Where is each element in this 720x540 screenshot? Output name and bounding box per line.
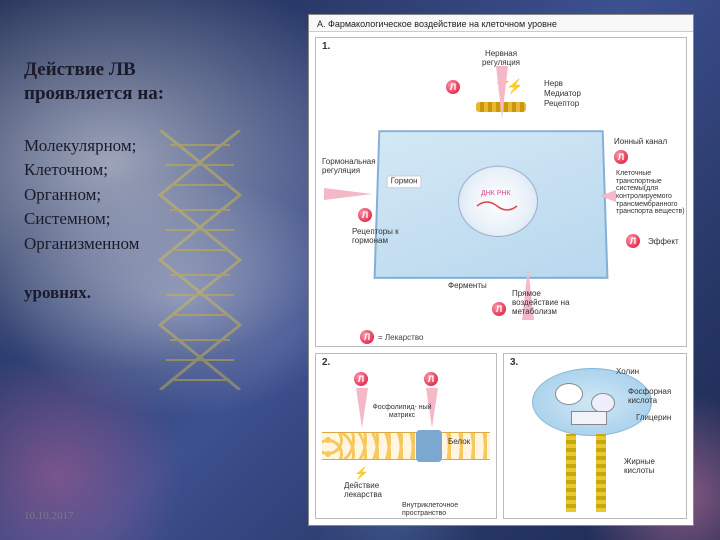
glycerin-shape	[571, 411, 607, 425]
drug-legend: Л = Лекарство	[360, 330, 423, 344]
phos-shape	[591, 393, 615, 413]
slide-title: Действие ЛВ проявляется на:	[24, 58, 294, 106]
lbl-protein: Белок	[448, 438, 470, 447]
diagram-figure: А. Фармакологическое воздействие на клет…	[308, 14, 694, 526]
nucleus: ДНК РНК	[458, 166, 539, 237]
fatty-strand	[566, 434, 576, 512]
title-line1: Действие ЛВ	[24, 59, 136, 80]
lbl-enzymes: Ферменты	[448, 282, 487, 291]
dna-squiggle	[459, 167, 540, 238]
slide-date: 10.10.2017	[24, 510, 74, 522]
drug-marker: Л	[492, 302, 506, 316]
title-line2: проявляется на:	[24, 83, 164, 104]
drug-marker: Л	[446, 80, 460, 94]
panel-number: 3.	[510, 357, 518, 368]
drug-marker: Л	[358, 208, 372, 222]
list-item: Клеточном;	[24, 158, 294, 183]
lbl-nerve-reg: Нервная регуляция	[466, 50, 536, 68]
lbl-phospholipid: Фосфолипид- ный матрикс	[372, 404, 432, 419]
lbl-nerve: Нерв	[544, 80, 563, 89]
lbl-ion-channel: Ионный канал	[614, 138, 667, 147]
fatty-strand	[596, 434, 606, 512]
lbl-direct: Прямое воздействие на метаболизм	[512, 290, 576, 316]
arrow-down	[496, 66, 508, 118]
arrow-right	[324, 188, 372, 200]
levels-label: уровнях.	[24, 283, 294, 303]
list-item: Молекулярном;	[24, 134, 294, 159]
panel-number: 2.	[322, 357, 330, 368]
list-item: Системном;	[24, 207, 294, 232]
lbl-glycerin: Глицерин	[636, 414, 671, 423]
diagram-header: А. Фармакологическое воздействие на клет…	[309, 15, 693, 32]
membrane-protein	[416, 430, 442, 462]
drug-marker: Л	[424, 372, 438, 386]
lbl-receptor: Рецептор	[544, 100, 579, 109]
lbl-hormone: Гормон	[386, 175, 421, 188]
panel-2: 2. Л Л Фосфолипид- ный матрикс Белок ⚡ Д…	[315, 353, 497, 519]
lbl-transport: Клеточные транспортные системы(для контр…	[616, 170, 686, 216]
arrow-down	[356, 388, 368, 428]
drug-marker: Л	[614, 150, 628, 164]
bolt-icon: ⚡	[506, 78, 523, 95]
text-content: Действие ЛВ проявляется на: Молекулярном…	[24, 58, 294, 303]
lbl-phos-acid: Фосфорная кислота	[628, 388, 678, 406]
legend-text: = Лекарство	[378, 333, 423, 342]
cell-box: ДНК РНК Гормон	[374, 130, 609, 279]
drug-marker: Л	[360, 330, 374, 344]
panel-1: 1. Нервная регуляция Л ⚡ ⚡ Нерв Медиатор…	[315, 37, 687, 347]
lbl-drug-action: Действие лекарства	[344, 482, 394, 500]
lbl-fatty: Жирные кислоты	[624, 458, 674, 476]
panel-3: 3. Холин Фосфорная кислота Глицерин Жирн…	[503, 353, 687, 519]
lbl-mediator: Медиатор	[544, 90, 581, 99]
lbl-effect: Эффект	[648, 238, 679, 247]
lbl-choline: Холин	[616, 368, 639, 377]
bolt-icon: ⚡	[354, 466, 369, 480]
lbl-intracell: Внутриклеточное пространство	[402, 502, 482, 517]
lbl-hormone-reg: Гормональная регуляция	[322, 158, 374, 176]
drug-marker: Л	[626, 234, 640, 248]
lbl-hormone-receptor: Рецепторы к гормонам	[352, 228, 406, 246]
panel-number: 1.	[322, 41, 330, 52]
list-item: Организменном	[24, 232, 294, 257]
list-item: Органном;	[24, 183, 294, 208]
choline-shape	[555, 383, 583, 405]
drug-marker: Л	[354, 372, 368, 386]
arrow-left	[600, 190, 616, 202]
levels-list: Молекулярном; Клеточном; Органном; Систе…	[24, 134, 294, 257]
